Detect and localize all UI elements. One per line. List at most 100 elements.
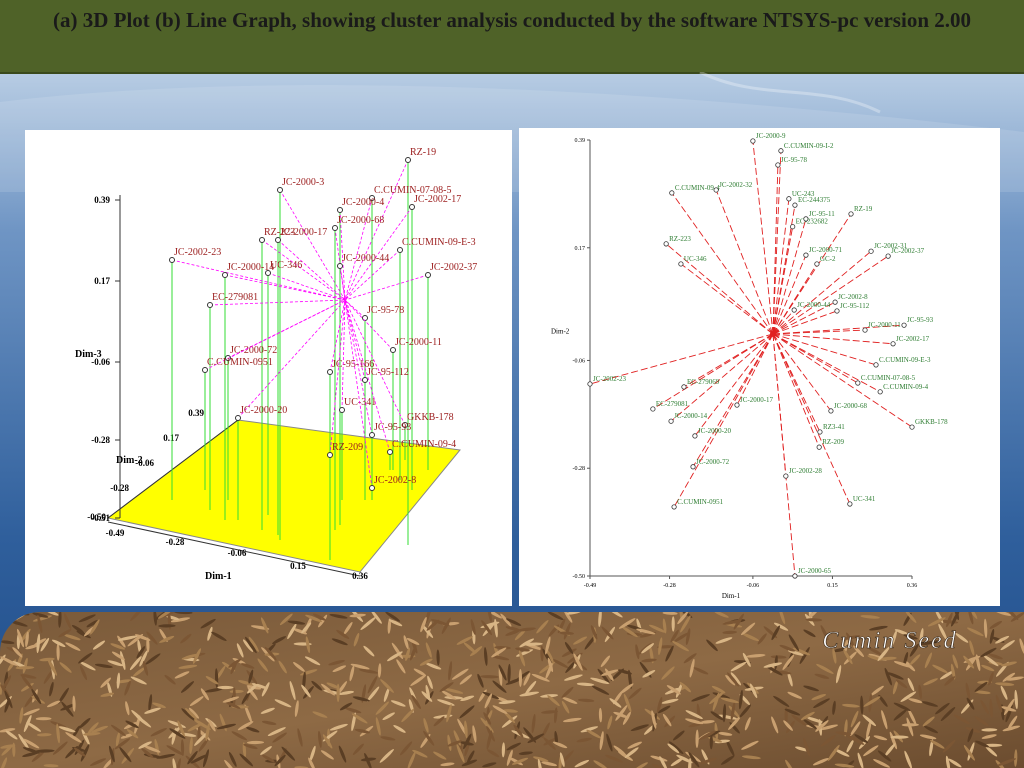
seed [630,724,649,732]
seed [782,654,795,670]
seed [466,750,475,764]
dim2-tick-label: -0.28 [110,483,129,493]
seed [320,750,334,760]
seed [294,700,299,717]
seed [950,663,956,680]
seed [904,750,913,768]
cluster-link [772,250,872,335]
cluster-link [344,159,409,301]
seed [763,662,783,668]
seed [246,683,258,694]
seed [261,720,277,726]
seed [850,710,859,728]
seed [621,626,638,638]
seed [803,737,810,757]
seed [166,745,184,756]
seed [274,699,292,708]
plot-b: 0.39 0.17 -0.06 -0.28 -0.50 -0.49 -0.28 -0.06 0.… [551,132,948,600]
seed [244,704,253,723]
point [885,253,891,259]
seed [480,675,499,679]
seed [145,653,161,665]
seed [351,712,356,732]
seed [326,682,340,689]
seed [623,693,632,713]
seed [511,757,529,765]
point-label: JC-95-166 [332,359,374,370]
seed [181,708,196,721]
point-label: EC-279081 [656,400,689,408]
seed [354,728,370,734]
seed [635,644,640,660]
seed [110,643,126,650]
point [817,429,823,435]
seed [246,726,260,733]
seed [205,676,219,685]
seed [172,758,177,768]
seed [58,726,76,733]
point-label: JC-2000-71 [809,246,843,254]
seed [274,754,286,767]
seed [410,674,427,686]
dim1-axis-label: Dim-1 [205,571,232,582]
cluster-link [772,333,821,433]
seed [965,682,971,700]
seed [393,724,406,733]
seed [387,651,403,662]
seed [983,654,999,667]
cluster-link [344,274,429,301]
point [868,248,874,254]
seed [1007,715,1018,730]
seed [190,754,208,764]
seed [890,735,909,739]
x-tick-label: -0.28 [663,583,676,589]
seed [487,749,500,758]
seed [260,707,275,714]
seed [65,732,82,743]
seed [22,657,28,674]
point-label: EC-244375 [798,196,831,204]
seed [73,747,86,757]
seed [345,707,362,714]
seed [770,655,787,659]
point [225,355,231,361]
point-label: JC-2002-31 [874,242,908,250]
seed [152,702,166,709]
seed [498,700,516,704]
seed [577,698,595,703]
seed [877,646,890,662]
seed [944,676,956,686]
point-label: JC-2000-72 [230,345,277,356]
seed [382,712,395,721]
seed [224,759,236,768]
seed [618,618,636,629]
seed [486,726,495,742]
point [390,347,396,353]
seed [514,629,526,641]
seed [477,673,484,688]
seed [725,674,736,686]
point-label: JC-2002-37 [891,247,925,255]
seed [661,666,675,680]
seed [79,665,88,681]
seed [72,695,76,712]
point-label: JC-2000-68 [834,402,868,410]
seed [312,613,326,621]
seed [433,751,447,760]
seed [287,623,297,640]
seed [651,710,657,729]
seed [657,705,671,714]
point [275,237,281,243]
seed [116,672,121,689]
seed [739,704,751,718]
seed [506,749,513,766]
cluster-center [769,330,776,337]
seed [680,615,691,633]
point [387,449,393,455]
seed [405,647,411,662]
point-label: EC-279081 [212,292,258,303]
seed [318,614,328,628]
point [847,501,853,507]
seed [301,684,311,698]
seed [983,618,988,639]
